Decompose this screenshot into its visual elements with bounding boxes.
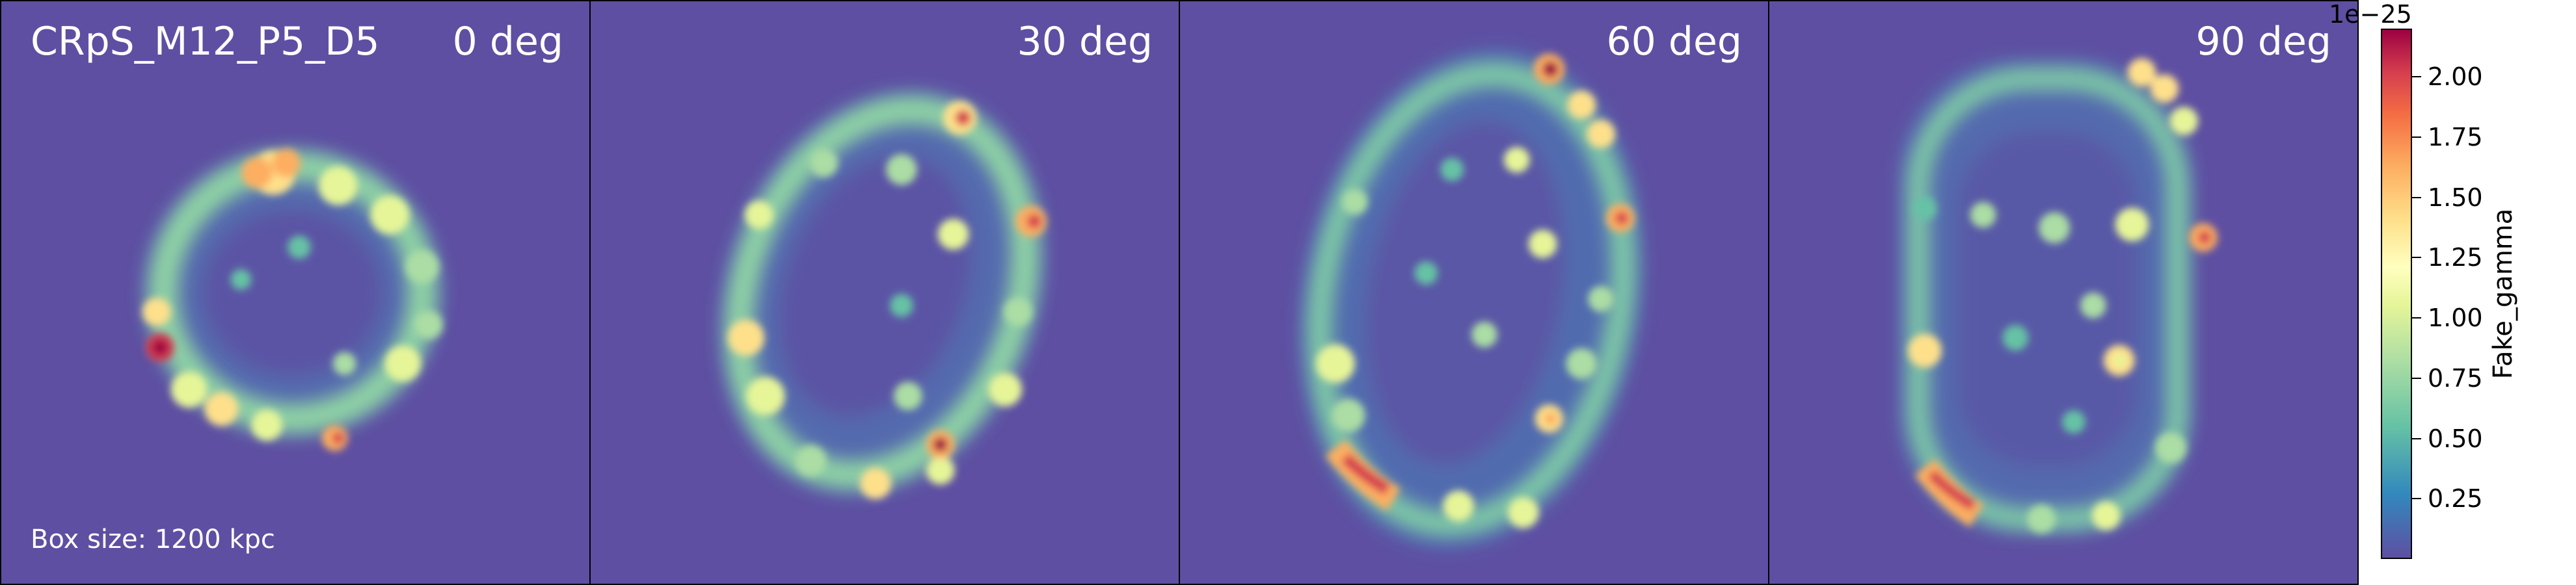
colorbar-tick-label: 1.75 (2428, 122, 2483, 151)
colorbar-gradient (2382, 30, 2411, 558)
colorbar-tick (2412, 136, 2421, 138)
projection-panel-60deg: 60 deg (1179, 0, 1769, 585)
angle-label-0deg: 0 deg (452, 19, 563, 64)
colorbar-label: Fake_gamma (2488, 208, 2518, 380)
colorbar-tick-label: 2.00 (2428, 62, 2483, 92)
colorbar-tick (2412, 498, 2421, 500)
projection-panel-90deg: 90 deg (1768, 0, 2359, 585)
colorbar-tick (2412, 76, 2421, 78)
colorbar-tick-label: 1.25 (2428, 243, 2483, 272)
colorbar (2381, 29, 2412, 559)
angle-label-60deg: 60 deg (1606, 19, 1742, 64)
emission-map-30deg (719, 90, 1047, 499)
emission-map-90deg (1899, 58, 2218, 534)
colorbar-tick-label: 1.00 (2428, 304, 2483, 333)
colorbar-tick-label: 0.75 (2428, 363, 2483, 393)
colorbar-tick (2412, 437, 2421, 439)
projection-panel-0deg: CRpS_M12_P5_D5 0 deg Box size: 1200 kpc (0, 0, 591, 585)
colorbar-tick (2412, 257, 2421, 259)
colorbar-tick (2412, 377, 2421, 379)
angle-label-90deg: 90 deg (2195, 19, 2331, 64)
colorbar-tick-label: 0.25 (2428, 484, 2483, 514)
colorbar-tick-label: 1.50 (2428, 183, 2483, 212)
colorbar-exponent-label: 1e−25 (2329, 0, 2412, 29)
projection-panel-30deg: 30 deg (589, 0, 1180, 585)
emission-map-0deg (142, 148, 443, 451)
colorbar-tick (2412, 317, 2421, 319)
figure-title: CRpS_M12_P5_D5 (31, 19, 380, 64)
emission-map-60deg (1300, 48, 1643, 549)
colorbar-tick (2412, 196, 2421, 198)
colorbar-tick-label: 0.50 (2428, 424, 2483, 453)
angle-label-30deg: 30 deg (1017, 19, 1153, 64)
box-size-label: Box size: 1200 kpc (31, 525, 275, 554)
